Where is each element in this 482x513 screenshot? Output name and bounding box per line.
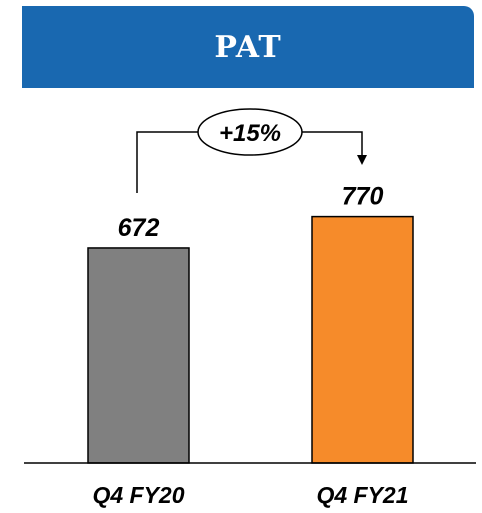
chart-title: PAT <box>214 29 282 65</box>
bar-q4-fy20 <box>87 247 190 464</box>
growth-bubble <box>197 108 303 156</box>
bar-q4-fy21 <box>311 215 414 464</box>
growth-annotation: +15% <box>219 120 281 147</box>
data-label: 770 <box>342 183 384 211</box>
category-label: Q4 FY20 <box>92 482 184 508</box>
chart-title-banner: PAT <box>22 6 474 88</box>
category-label: Q4 FY21 <box>316 482 408 508</box>
data-label: 672 <box>118 214 160 242</box>
